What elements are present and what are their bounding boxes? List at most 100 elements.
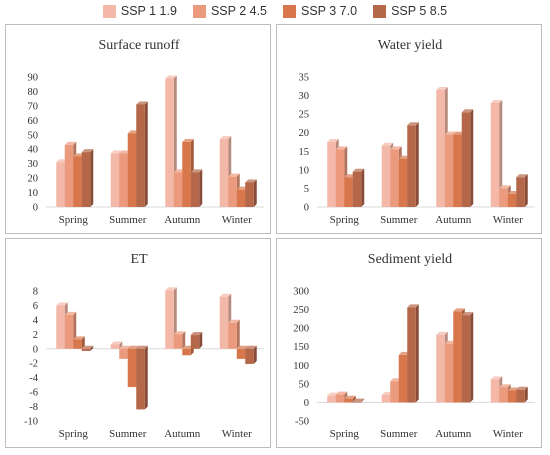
bar-water-yield-summer-ssp-5-8-5 bbox=[407, 122, 419, 207]
y-tick-label: 250 bbox=[293, 305, 309, 316]
panel-et: ET -10 -8 -6 -4 -2 0 2 4 6 8 Spring Summer Autumn Wint… bbox=[5, 238, 271, 448]
legend-swatch-ssp3 bbox=[283, 4, 296, 18]
y-tick-label: 100 bbox=[293, 361, 309, 372]
x-tick-label: Autumn bbox=[164, 214, 201, 226]
y-tick-label: 0 bbox=[33, 203, 38, 214]
y-tick-label: 4 bbox=[33, 315, 39, 326]
x-tick-label: Spring bbox=[59, 428, 89, 440]
legend-label-ssp3: SSP 3 7.0 bbox=[301, 4, 358, 18]
bar-sediment-yield-winter-ssp-5-8-5 bbox=[516, 386, 528, 403]
y-tick-label: 25 bbox=[299, 110, 310, 121]
y-tick-label: 40 bbox=[28, 145, 39, 156]
bar-sediment-yield-spring-ssp-5-8-5 bbox=[352, 398, 365, 403]
y-tick-label: 150 bbox=[293, 342, 309, 353]
legend-swatch-ssp1 bbox=[102, 4, 116, 18]
legend-swatch-ssp5 bbox=[373, 4, 387, 18]
chart-title: Water yield bbox=[378, 38, 443, 53]
y-tick-label: 8 bbox=[33, 287, 38, 298]
bar-water-yield-spring-ssp-5-8-5 bbox=[352, 168, 365, 207]
y-tick-label: -50 bbox=[295, 417, 309, 428]
panel-water-yield: Water yield 0 5 10 15 20 25 30 35 Spring Summer Aut… bbox=[276, 24, 542, 234]
y-tick-label: 60 bbox=[28, 116, 39, 127]
y-tick-label: 200 bbox=[293, 324, 309, 335]
x-tick-label: Summer bbox=[109, 214, 147, 226]
chart-surface-runoff: Surface runoff 0 10 20 30 40 50 60 70 80 90 Spring S… bbox=[28, 38, 264, 226]
bar-water-yield-winter-ssp-1-1-9 bbox=[490, 100, 503, 207]
x-tick-label: Winter bbox=[222, 214, 252, 226]
bar-et-spring-ssp-5-8-5 bbox=[81, 345, 94, 351]
y-tick-label: 50 bbox=[299, 379, 310, 390]
y-tick-label: 15 bbox=[299, 147, 310, 158]
bar-et-winter-ssp-5-8-5 bbox=[245, 345, 257, 364]
chart-et: ET -10 -8 -6 -4 -2 0 2 4 6 8 Spring Summer Autumn Wint… bbox=[24, 252, 264, 440]
x-tick-label: Winter bbox=[493, 428, 523, 440]
x-tick-label: Autumn bbox=[435, 428, 472, 440]
legend-label-ssp1: SSP 1 1.9 bbox=[120, 4, 177, 18]
chart-water-yield: Water yield 0 5 10 15 20 25 30 35 Spring Summer Aut… bbox=[299, 38, 535, 226]
y-tick-label: -8 bbox=[29, 402, 38, 413]
y-tick-label: 6 bbox=[33, 301, 38, 312]
y-tick-label: -4 bbox=[29, 373, 38, 384]
y-tick-label: 10 bbox=[299, 165, 310, 176]
y-tick-label: 30 bbox=[28, 159, 39, 170]
chart-sediment-yield: Sediment yield -50 0 50 100 150 200 250 300 Sprin… bbox=[293, 252, 535, 440]
x-tick-label: Autumn bbox=[435, 214, 472, 226]
bar-et-summer-ssp-5-8-5 bbox=[136, 345, 148, 410]
x-tick-label: Spring bbox=[330, 428, 360, 440]
y-tick-label: 2 bbox=[33, 330, 38, 341]
x-tick-label: Winter bbox=[493, 214, 523, 226]
legend-label-ssp5: SSP 5 8.5 bbox=[391, 4, 448, 18]
x-tick-label: Summer bbox=[380, 214, 418, 226]
y-tick-label: 300 bbox=[293, 287, 309, 298]
bar-surface-runoff-autumn-ssp-5-8-5 bbox=[190, 169, 203, 207]
y-tick-label: -2 bbox=[29, 359, 38, 370]
bar-sediment-yield-autumn-ssp-5-8-5 bbox=[461, 312, 474, 403]
chart-title: Sediment yield bbox=[368, 252, 452, 267]
chart-legend: SSP 1 1.9 SSP 2 4.5 SSP 3 7.0 SSP 5 8.5 bbox=[0, 0, 550, 22]
bar-surface-runoff-winter-ssp-5-8-5 bbox=[245, 179, 257, 207]
bar-sediment-yield-summer-ssp-5-8-5 bbox=[407, 304, 419, 403]
chart-title: ET bbox=[130, 252, 148, 267]
x-tick-label: Summer bbox=[380, 428, 418, 440]
x-tick-label: Spring bbox=[59, 214, 89, 226]
legend-item-ssp5: SSP 5 8.5 bbox=[373, 4, 447, 18]
x-tick-label: Autumn bbox=[164, 428, 201, 440]
y-tick-label: 50 bbox=[28, 130, 39, 141]
y-tick-label: -10 bbox=[24, 417, 38, 428]
bar-et-autumn-ssp-5-8-5 bbox=[190, 332, 203, 349]
bar-surface-runoff-summer-ssp-5-8-5 bbox=[136, 101, 148, 207]
y-tick-label: 20 bbox=[28, 174, 39, 185]
bar-et-summer-ssp-1-1-9 bbox=[110, 341, 123, 349]
y-tick-label: 5 bbox=[304, 184, 309, 195]
panel-sediment-yield: Sediment yield -50 0 50 100 150 200 250 300 Sprin… bbox=[276, 238, 542, 448]
bar-surface-runoff-spring-ssp-5-8-5 bbox=[81, 149, 94, 207]
y-tick-label: 35 bbox=[299, 73, 310, 84]
y-tick-label: 30 bbox=[299, 91, 310, 102]
bar-et-autumn-ssp-2-4-5 bbox=[173, 331, 186, 349]
chart-title: Surface runoff bbox=[99, 38, 180, 53]
y-tick-label: 0 bbox=[33, 344, 38, 355]
legend-item-ssp1: SSP 1 1.9 bbox=[102, 4, 177, 18]
x-tick-label: Winter bbox=[222, 428, 252, 440]
legend-item-ssp2: SSP 2 4.5 bbox=[192, 4, 267, 18]
x-tick-label: Spring bbox=[330, 214, 360, 226]
legend-item-ssp3: SSP 3 7.0 bbox=[283, 4, 357, 18]
legend-label-ssp2: SSP 2 4.5 bbox=[210, 4, 267, 18]
y-tick-label: 80 bbox=[28, 87, 39, 98]
x-tick-label: Summer bbox=[109, 428, 147, 440]
y-tick-label: 20 bbox=[299, 128, 310, 139]
y-tick-label: 90 bbox=[28, 73, 39, 84]
y-tick-label: 0 bbox=[304, 203, 309, 214]
y-tick-label: 70 bbox=[28, 101, 39, 112]
bar-sediment-yield-spring-ssp-3-7-0 bbox=[344, 395, 356, 403]
legend-swatch-ssp2 bbox=[192, 4, 206, 18]
panel-surface-runoff: Surface runoff 0 10 20 30 40 50 60 70 80 90 Spring S… bbox=[5, 24, 271, 234]
y-tick-label: 0 bbox=[304, 398, 309, 409]
y-tick-label: -6 bbox=[29, 388, 38, 399]
bar-water-yield-winter-ssp-5-8-5 bbox=[516, 174, 528, 207]
bar-et-winter-ssp-2-4-5 bbox=[228, 319, 240, 349]
bar-water-yield-autumn-ssp-5-8-5 bbox=[461, 109, 474, 207]
y-tick-label: 10 bbox=[28, 188, 39, 199]
bar-et-spring-ssp-3-7-0 bbox=[73, 336, 85, 349]
